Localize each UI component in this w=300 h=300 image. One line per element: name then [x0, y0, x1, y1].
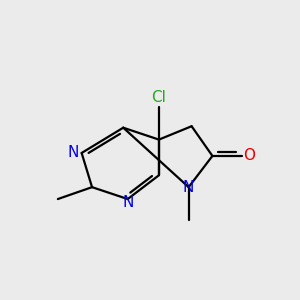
Text: N: N	[183, 180, 194, 195]
Text: N: N	[122, 195, 134, 210]
Text: N: N	[68, 146, 79, 160]
Text: O: O	[243, 148, 255, 164]
Text: Cl: Cl	[152, 91, 166, 106]
